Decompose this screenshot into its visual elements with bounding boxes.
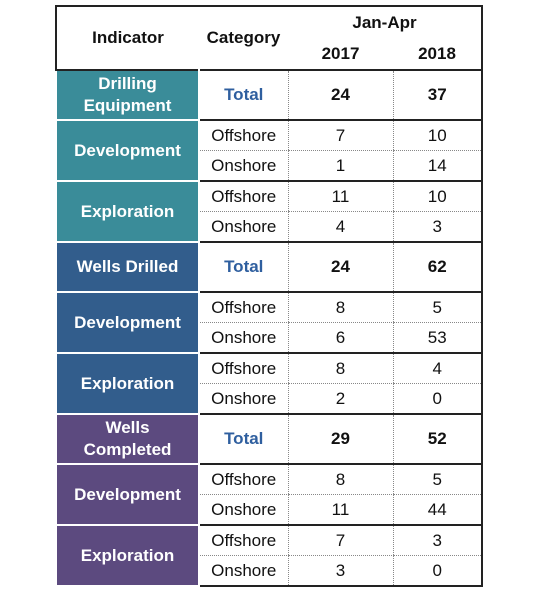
category: Offshore [198, 291, 288, 323]
header-year: 2018 [418, 43, 456, 63]
section-name: Wells Drilled [55, 241, 200, 293]
section-name: Drilling Equipment [55, 69, 200, 121]
group-name: Exploration [55, 180, 200, 243]
value: 10 [392, 119, 483, 151]
category: Onshore [198, 211, 288, 243]
value: 10 [392, 180, 483, 212]
total-value: 24 [287, 69, 393, 121]
value: 6 [287, 322, 393, 354]
total-row: Drilling Equipment Total 24 37 [55, 69, 483, 121]
total-label: Total [198, 241, 288, 293]
value: 11 [287, 494, 393, 526]
total-row: Wells Drilled Total 24 62 [55, 241, 483, 293]
total-value: 37 [392, 69, 483, 121]
total-value: 62 [392, 241, 483, 293]
value: 53 [392, 322, 483, 354]
category: Onshore [198, 555, 288, 587]
value: 7 [287, 524, 393, 556]
section-name: Wells Completed [55, 413, 200, 465]
category: Onshore [198, 494, 288, 526]
value: 0 [392, 555, 483, 587]
data-row: Onshore 2 0 [56, 383, 483, 415]
data-row: Onshore 3 0 [56, 555, 483, 587]
total-label: Total [198, 69, 288, 121]
data-row: Development Offshore 7 10 [55, 119, 483, 182]
value: 0 [392, 383, 483, 415]
header-row: 2017 2018 [56, 38, 482, 70]
category: Onshore [198, 322, 288, 354]
category: Offshore [198, 352, 288, 384]
value: 8 [287, 463, 393, 495]
value: 11 [287, 180, 393, 212]
header-period: Jan-Apr [352, 12, 417, 32]
header-indicator: Indicator [92, 28, 164, 47]
value: 4 [392, 352, 483, 384]
total-value: 52 [392, 413, 483, 465]
total-row: Wells Completed Total 29 52 [55, 413, 483, 465]
group-name: Development [55, 119, 200, 182]
category: Offshore [198, 119, 288, 151]
value: 1 [287, 150, 393, 182]
category: Offshore [198, 180, 288, 212]
header-category: Category [206, 28, 281, 47]
header-year: 2017 [321, 43, 360, 63]
category: Offshore [198, 463, 288, 495]
data-row: Development Offshore 8 5 [55, 291, 483, 354]
value: 5 [392, 291, 483, 323]
data-row: Exploration Offshore 11 10 [55, 180, 483, 243]
data-row: Development Offshore 8 5 [55, 463, 483, 526]
value: 14 [392, 150, 483, 182]
total-value: 29 [287, 413, 393, 465]
category: Onshore [198, 383, 288, 415]
total-value: 24 [287, 241, 393, 293]
group-name: Development [55, 291, 200, 354]
value: 2 [287, 383, 393, 415]
data-row: Onshore 4 3 [56, 211, 483, 243]
value: 8 [287, 352, 393, 384]
header-row: Indicator Category Jan-Apr [56, 6, 482, 48]
data-row: Exploration Offshore 8 4 [55, 352, 483, 415]
table-body: Indicator Category Jan-Apr 2017 2018 Dri… [55, 6, 483, 587]
total-label: Total [198, 413, 288, 465]
data-table: Indicator Category Jan-Apr 2017 2018 Dri… [55, 5, 484, 587]
group-name: Exploration [55, 352, 200, 415]
value: 5 [392, 463, 483, 495]
data-row: Exploration Offshore 7 3 [55, 524, 483, 587]
value: 3 [392, 524, 483, 556]
data-row: Onshore 1 14 [56, 150, 483, 182]
value: 8 [287, 291, 393, 323]
value: 7 [287, 119, 393, 151]
value: 4 [287, 211, 393, 243]
group-name: Development [55, 463, 200, 526]
category: Offshore [198, 524, 288, 556]
value: 3 [392, 211, 483, 243]
group-name: Exploration [55, 524, 200, 587]
value: 44 [392, 494, 483, 526]
category: Onshore [198, 150, 288, 182]
value: 3 [287, 555, 393, 587]
